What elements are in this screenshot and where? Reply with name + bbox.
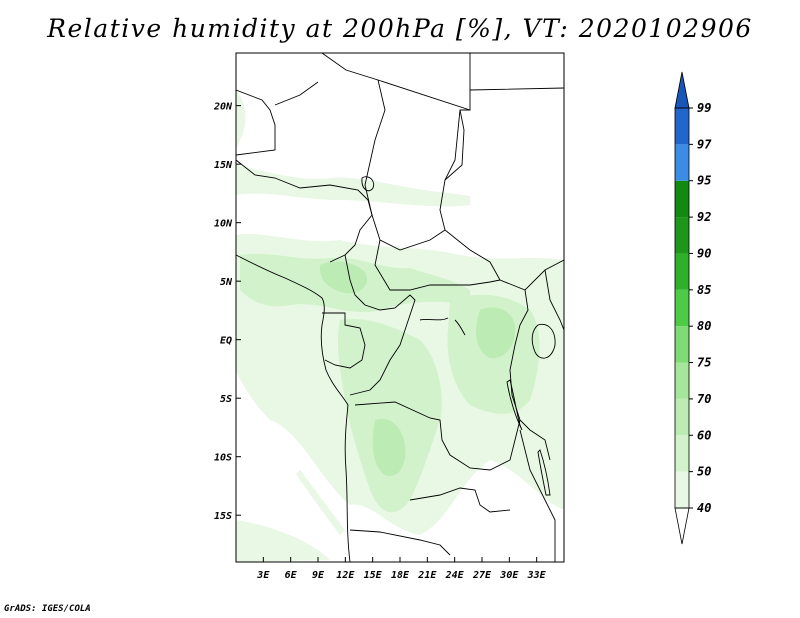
colorbar-segment bbox=[675, 362, 689, 399]
colorbar-label: 92 bbox=[697, 210, 711, 224]
colorbar-segment bbox=[675, 289, 689, 327]
lon-tick-label: 3E bbox=[256, 570, 270, 581]
lon-tick-label: 21E bbox=[417, 570, 437, 581]
lon-tick-label: 18E bbox=[391, 570, 410, 581]
lat-tick-label: 15S bbox=[214, 511, 232, 522]
river-congo bbox=[419, 317, 466, 336]
border-uganda-kenya bbox=[544, 269, 564, 331]
lat-tick-label: 10N bbox=[214, 219, 233, 230]
border-angola-zambia bbox=[409, 487, 511, 513]
colorbar-label: 40 bbox=[697, 501, 711, 515]
lat-axis: 20N 15N 10N 5N EQ 5S 10S 15S bbox=[213, 102, 241, 522]
border-mozambique bbox=[519, 429, 556, 562]
colorbar-segment bbox=[675, 326, 689, 363]
colorbar-bottom-arrow bbox=[674, 507, 690, 545]
lon-tick-label: 15E bbox=[364, 570, 383, 581]
lon-tick-label: 12E bbox=[336, 570, 355, 581]
humidity-area-congo bbox=[337, 319, 442, 513]
border-algeria-niger bbox=[236, 89, 276, 156]
colorbar: 40 50 60 70 75 80 85 90 92 95 97 99 bbox=[674, 71, 712, 545]
colorbar-label: 99 bbox=[697, 101, 711, 115]
country-borders bbox=[236, 53, 564, 562]
lon-tick-label: 30E bbox=[499, 570, 519, 581]
border-chad bbox=[364, 79, 470, 251]
colorbar-label: 75 bbox=[697, 356, 711, 370]
humidity-area-sahel bbox=[236, 165, 470, 207]
lat-tick-label: 20N bbox=[213, 102, 233, 113]
coastline-west bbox=[236, 254, 351, 562]
colorbar-label: 95 bbox=[697, 174, 711, 188]
lat-tick-label: EQ bbox=[220, 336, 232, 347]
lon-tick-label: 6E bbox=[285, 570, 298, 581]
lake-chad bbox=[361, 176, 375, 192]
colorbar-segment bbox=[675, 144, 689, 181]
lat-tick-label: 5S bbox=[220, 394, 232, 405]
border-cameroon-congo bbox=[344, 254, 416, 396]
lake-malawi bbox=[537, 449, 551, 496]
humidity-area-southwest bbox=[236, 520, 330, 562]
colorbar-label: 80 bbox=[697, 319, 711, 333]
lat-tick-label: 10S bbox=[214, 453, 232, 464]
border-gabon bbox=[322, 312, 366, 369]
colorbar-segment bbox=[675, 108, 689, 145]
lon-tick-label: 27E bbox=[472, 570, 492, 581]
colorbar-label: 60 bbox=[697, 428, 711, 442]
colorbar-label: 90 bbox=[697, 246, 711, 260]
colorbar-segment bbox=[675, 253, 689, 290]
colorbar-segment bbox=[675, 398, 689, 436]
border-namibia bbox=[349, 529, 451, 556]
colorbar-label: 97 bbox=[697, 137, 712, 151]
border-libya-chad bbox=[321, 53, 471, 111]
lake-tanganyika bbox=[506, 379, 523, 431]
colorbar-segment bbox=[675, 435, 689, 472]
lake-victoria bbox=[531, 323, 556, 359]
grads-credit: GrADS: IGES/COLA bbox=[4, 604, 91, 614]
colorbar-segment bbox=[675, 180, 689, 218]
colorbar-label: 70 bbox=[697, 392, 711, 406]
colorbar-outline bbox=[674, 107, 690, 509]
humidity-area-cameroon bbox=[319, 261, 368, 294]
lon-axis: 3E 6E 9E 12E 15E 18E 21E 24E 27E 30E 33E bbox=[256, 557, 547, 581]
lon-tick-label: 9E bbox=[312, 570, 325, 581]
humidity-area-angola bbox=[372, 418, 406, 476]
colorbar-segment bbox=[675, 217, 689, 254]
humidity-field bbox=[236, 90, 564, 562]
border-car bbox=[374, 239, 501, 291]
humidity-area-north bbox=[236, 90, 246, 150]
humidity-area-ocean-streak bbox=[296, 470, 345, 535]
colorbar-top-arrow bbox=[674, 71, 690, 109]
border-niger-chad bbox=[274, 81, 319, 106]
colorbar-label: 85 bbox=[697, 283, 711, 297]
lat-tick-label: 5N bbox=[220, 277, 233, 288]
border-drc-south bbox=[354, 401, 521, 471]
border-nigeria bbox=[236, 159, 373, 263]
colorbar-label: 50 bbox=[697, 465, 711, 479]
lon-tick-label: 24E bbox=[445, 570, 465, 581]
humidity-area-east bbox=[476, 307, 516, 359]
lon-tick-label: 33E bbox=[527, 570, 547, 581]
colorbar-segment bbox=[675, 471, 689, 508]
lat-tick-label: 15N bbox=[214, 160, 233, 171]
map-title: Relative humidity at 200hPa [%], VT: 202… bbox=[47, 14, 753, 43]
